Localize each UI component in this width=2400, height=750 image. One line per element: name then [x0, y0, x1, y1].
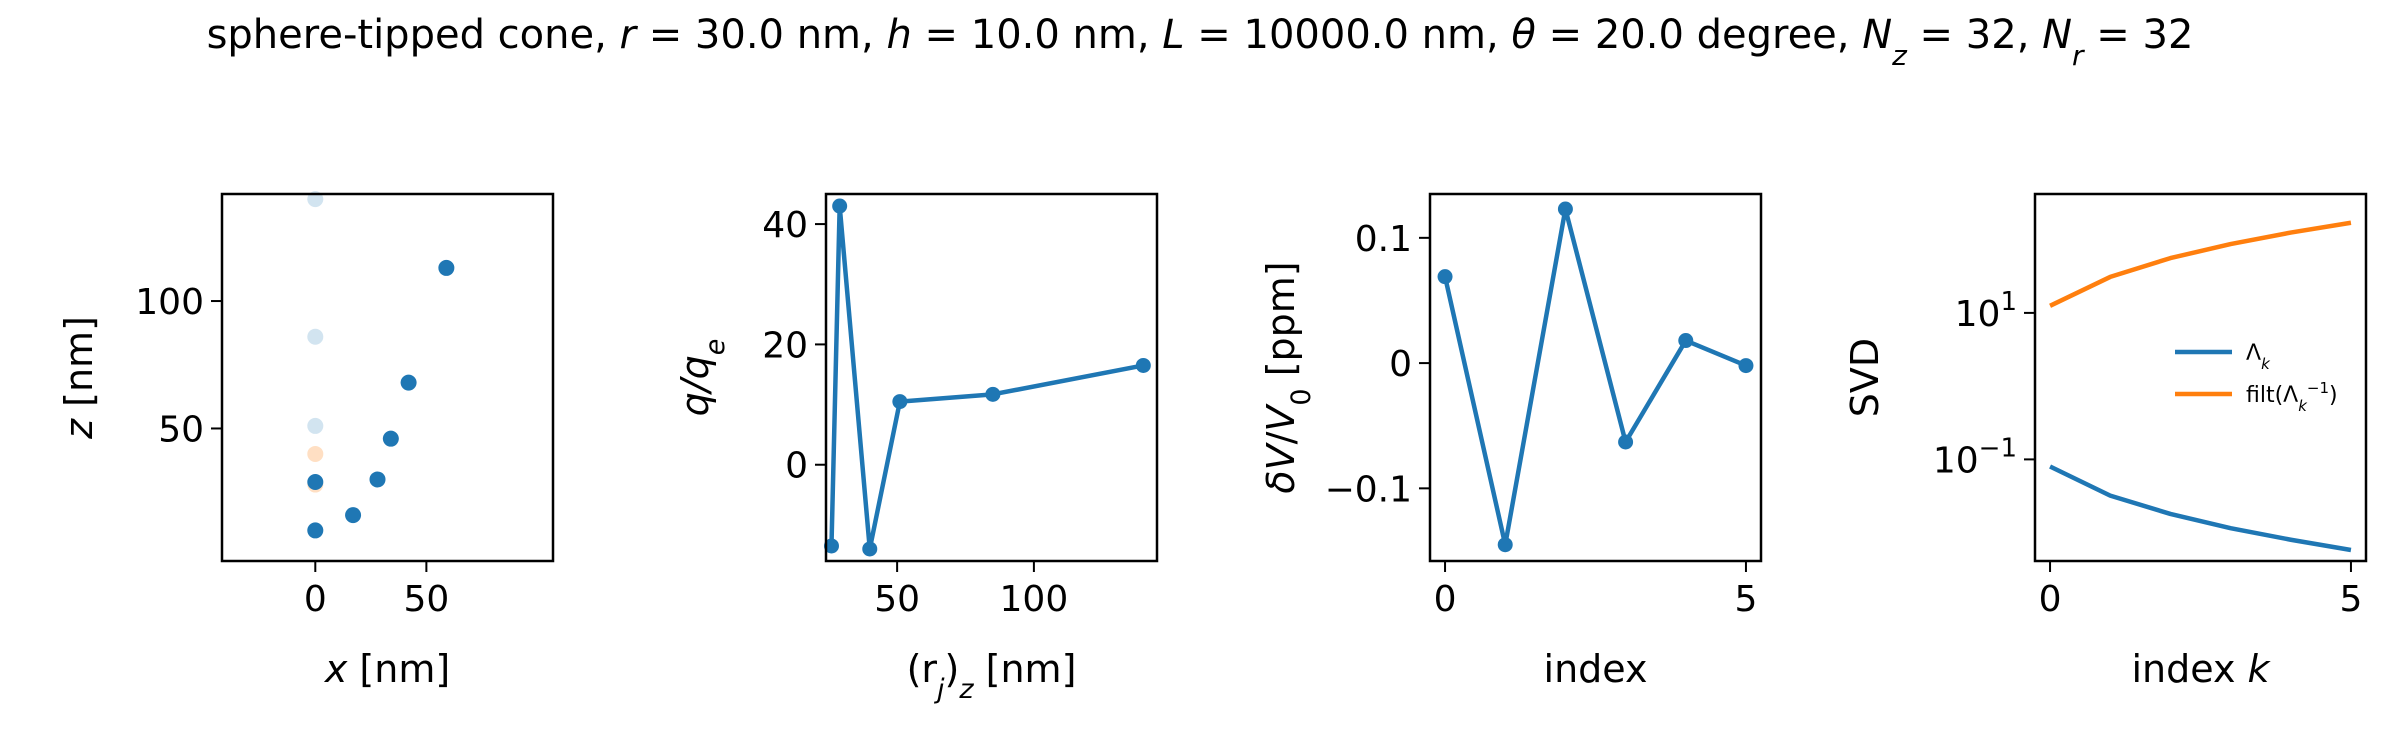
subplot-2: 50 100 0 20 40 (rj)z [nm] q/qe	[673, 192, 1159, 705]
series-line	[2049, 464, 2352, 553]
x-tick-label: 0	[304, 579, 327, 620]
data-point	[1738, 358, 1754, 374]
scatter-point	[307, 473, 324, 490]
x-tick-label: 5	[1735, 579, 1758, 620]
y-tick-label: 0	[1389, 344, 1412, 385]
legend-label: filt(Λk−1)	[2246, 379, 2338, 415]
x-axis-label: x [nm]	[324, 647, 450, 691]
data-point	[892, 394, 908, 410]
data-point	[1618, 434, 1634, 450]
axes-frame	[1428, 192, 1763, 563]
data-point	[862, 541, 878, 557]
data-point	[1678, 333, 1694, 349]
scatter-point	[438, 259, 455, 276]
scatter-point	[307, 328, 324, 345]
scatter-point	[369, 471, 386, 488]
subplot-4: 0 5 10−1 101 index k SVD Λk filt(Λk−1)	[1843, 192, 2368, 691]
y-tick-label: 0.1	[1355, 219, 1412, 260]
data-point	[1135, 357, 1151, 373]
x-axis-label: (rj)z [nm]	[907, 647, 1077, 705]
scatter-point	[307, 522, 324, 539]
series-1	[823, 198, 1151, 557]
axes-frame	[824, 192, 1159, 563]
y-tick-label: 101	[1955, 287, 2017, 335]
y-tick-label: 40	[762, 205, 808, 246]
series-1	[1437, 201, 1754, 553]
series-line	[829, 203, 1144, 552]
data-point	[1497, 537, 1513, 553]
x-tick-label: 0	[2039, 579, 2062, 620]
x-tick-label: 0	[1434, 579, 1457, 620]
axes-frame	[220, 192, 555, 563]
scatter-point	[307, 417, 324, 434]
figure-title: sphere-tipped cone, r = 30.0 nm, h = 10.…	[207, 12, 2194, 72]
series-line	[2049, 220, 2352, 308]
subplot-3: 0 5 −0.1 0 0.1 index δV/V0 [ppm]	[1259, 192, 1763, 691]
series-line	[1442, 206, 1747, 547]
series-3	[307, 259, 455, 539]
y-axis-label: z [nm]	[57, 316, 101, 440]
scatter-point	[345, 507, 362, 524]
x-tick-label: 50	[403, 579, 449, 620]
series-1	[2049, 464, 2352, 553]
x-axis-label: index	[1544, 647, 1648, 691]
y-axis-label: δV/V0 [ppm]	[1259, 261, 1317, 493]
y-axis-label: SVD	[1843, 338, 1887, 417]
y-tick-label: 0	[785, 446, 808, 487]
y-tick-label: 100	[135, 282, 204, 323]
y-axis-label: q/qe	[673, 339, 731, 417]
y-tick-label: 50	[158, 409, 204, 450]
y-tick-label: 20	[762, 325, 808, 366]
scatter-point	[307, 445, 324, 462]
axes-frame	[2033, 192, 2368, 563]
legend: Λk filt(Λk−1)	[2175, 341, 2338, 415]
data-point	[832, 198, 848, 214]
data-point	[1557, 201, 1573, 217]
scatter-point	[400, 374, 417, 391]
y-tick-label: −0.1	[1325, 469, 1412, 510]
x-tick-label: 5	[2340, 579, 2363, 620]
data-point	[985, 386, 1001, 402]
data-point	[1437, 269, 1453, 285]
scatter-point	[382, 430, 399, 447]
x-axis-label: index k	[2131, 647, 2271, 691]
x-tick-label: 50	[874, 579, 920, 620]
subplot-1: 0 50 50 100 x [nm] z [nm]	[57, 191, 555, 691]
legend-label: Λk	[2246, 341, 2271, 373]
y-tick-label: 10−1	[1933, 433, 2017, 481]
data-point	[823, 538, 839, 554]
series-2	[2049, 220, 2352, 308]
x-tick-label: 100	[1000, 579, 1069, 620]
